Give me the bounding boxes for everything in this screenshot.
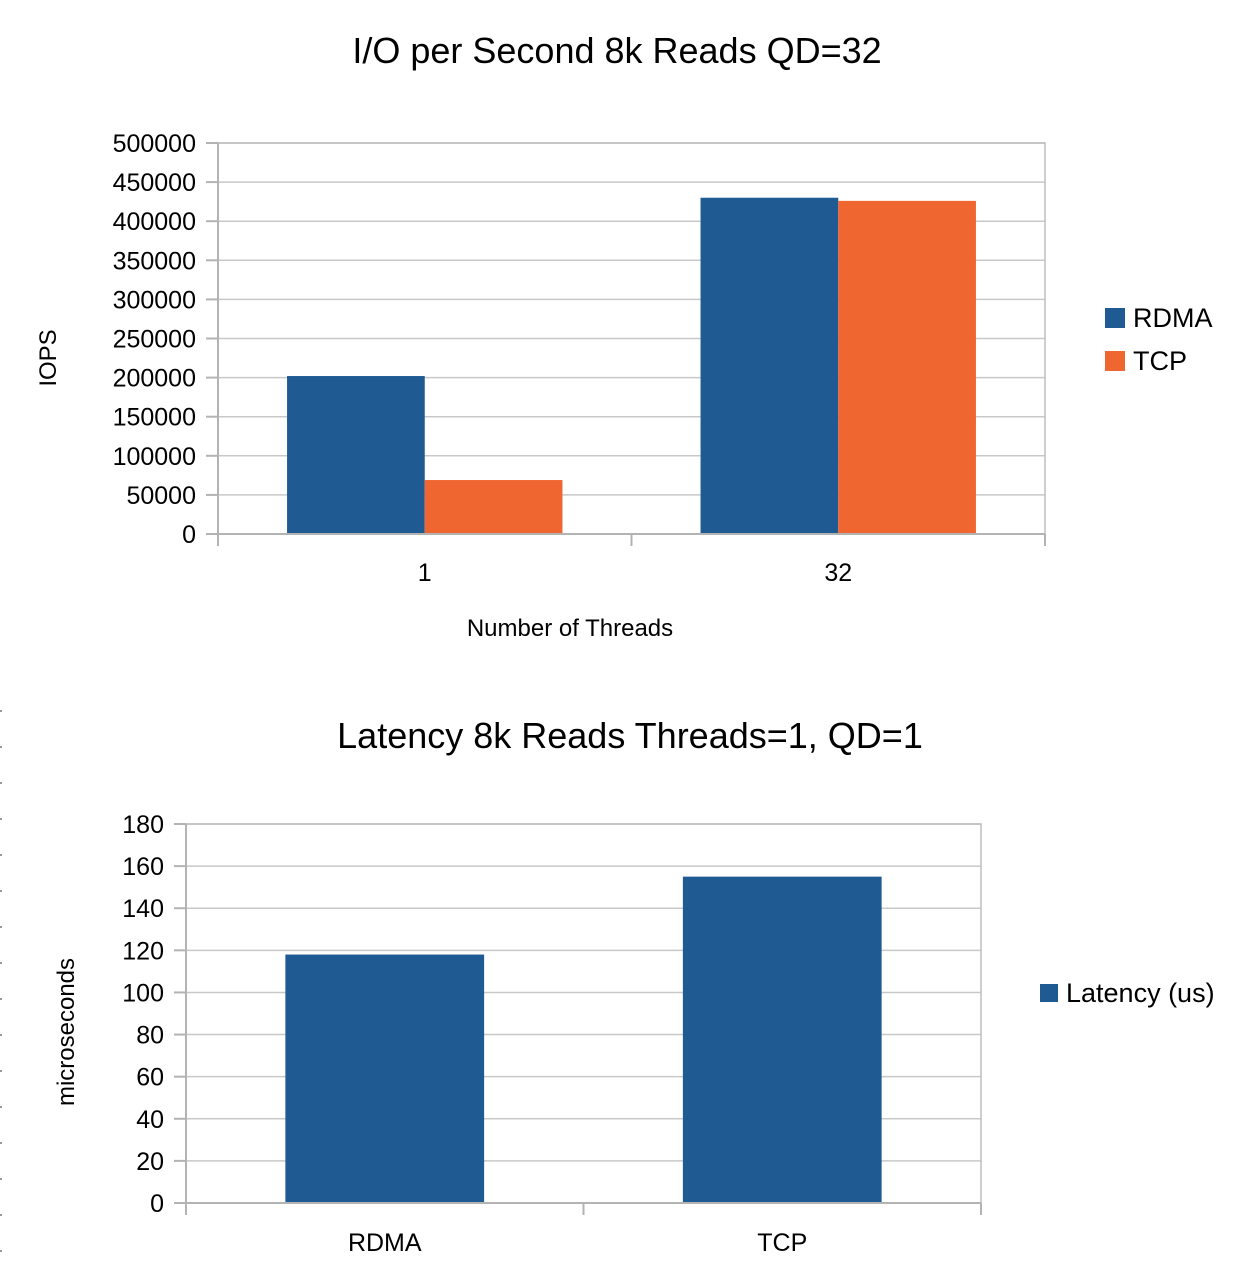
iops-axes: [206, 142, 1046, 546]
latency-bar-latency-us--tcp: [682, 876, 882, 1203]
edge-dot: [0, 1214, 2, 1216]
edge-dot: [0, 926, 2, 928]
latency-axes: [174, 823, 982, 1215]
latency-legend-label: Latency (us): [1066, 978, 1215, 1008]
latency-legend-swatch: [1040, 984, 1058, 1002]
latency-bar-latency-us--rdma: [285, 954, 485, 1203]
latency-y-tick-label: 40: [136, 1106, 164, 1134]
iops-y-tick-label: 400000: [113, 208, 196, 236]
latency-y-tick-label: 60: [136, 1064, 164, 1092]
edge-dot: [0, 998, 2, 1000]
iops-y-tick-label: 300000: [113, 286, 196, 314]
iops-y-tick-label: 150000: [113, 404, 196, 432]
latency-legend: Latency (us): [1040, 978, 1215, 1008]
iops-y-tick-label: 200000: [113, 365, 196, 393]
latency-y-tick-label: 80: [136, 1022, 164, 1050]
iops-bars: [287, 197, 976, 535]
edge-dot: [0, 1034, 2, 1036]
edge-dot: [0, 890, 2, 892]
latency-y-tick-label: 120: [122, 937, 164, 965]
edge-dot: [0, 818, 2, 820]
iops-x-tick-label: 1: [418, 559, 432, 587]
iops-y-ticks: 0 50000 100000 150000 200000 250000 300000 3500…: [113, 130, 196, 549]
latency-y-tick-label: 180: [122, 811, 164, 839]
latency-x-ticks: RDMA TCP: [348, 1229, 807, 1257]
iops-y-tick-label: 250000: [113, 326, 196, 354]
iops-chart-title: I/O per Second 8k Reads QD=32: [352, 30, 881, 71]
edge-dot: [0, 1178, 2, 1180]
edge-dot: [0, 1070, 2, 1072]
latency-y-tick-label: 160: [122, 853, 164, 881]
latency-chart: Latency 8k Reads Threads=1, QD=1 0 20 40 60…: [53, 715, 1215, 1257]
iops-y-tick-label: 500000: [113, 130, 196, 158]
iops-legend: RDMA TCP: [1105, 303, 1213, 376]
latency-bars: [285, 876, 882, 1203]
iops-legend-swatch: [1105, 308, 1125, 328]
edge-dot: [0, 1142, 2, 1144]
latency-chart-title: Latency 8k Reads Threads=1, QD=1: [337, 715, 923, 756]
iops-bar-tcp-32: [838, 200, 976, 535]
edge-dot: [0, 710, 2, 712]
latency-x-tick-label: RDMA: [348, 1229, 422, 1257]
left-edge-dots: [0, 710, 2, 1252]
iops-y-tick-label: 450000: [113, 169, 196, 197]
latency-y-axis-label: microseconds: [53, 958, 80, 1106]
edge-dot: [0, 782, 2, 784]
iops-chart: I/O per Second 8k Reads QD=32 0 50000 1000…: [35, 30, 1213, 642]
edge-dot: [0, 1106, 2, 1108]
latency-y-ticks: 0 20 40 60 80 100 120 140 160 180: [122, 811, 164, 1218]
iops-y-tick-label: 50000: [126, 482, 196, 510]
latency-y-tick-label: 20: [136, 1148, 164, 1176]
latency-y-tick-label: 100: [122, 979, 164, 1007]
edge-dot: [0, 1250, 2, 1252]
iops-y-tick-label: 350000: [113, 247, 196, 275]
iops-legend-swatch: [1105, 351, 1125, 371]
latency-y-tick-label: 0: [150, 1190, 164, 1218]
iops-y-tick-label: 0: [182, 521, 196, 549]
iops-y-axis-label: IOPS: [35, 329, 62, 386]
iops-bar-tcp-1: [424, 480, 563, 534]
iops-bar-rdma-1: [287, 376, 425, 534]
iops-legend-label: RDMA: [1133, 303, 1213, 333]
iops-legend-label: TCP: [1133, 346, 1187, 376]
iops-x-axis-label: Number of Threads: [467, 615, 673, 642]
iops-x-ticks: 1 32: [418, 559, 852, 587]
iops-x-tick-label: 32: [824, 559, 852, 587]
iops-bar-rdma-32: [700, 197, 839, 535]
edge-dot: [0, 962, 2, 964]
latency-y-tick-label: 140: [122, 895, 164, 923]
latency-x-tick-label: TCP: [757, 1229, 807, 1257]
iops-y-tick-label: 100000: [113, 443, 196, 471]
edge-dot: [0, 746, 2, 748]
edge-dot: [0, 854, 2, 856]
